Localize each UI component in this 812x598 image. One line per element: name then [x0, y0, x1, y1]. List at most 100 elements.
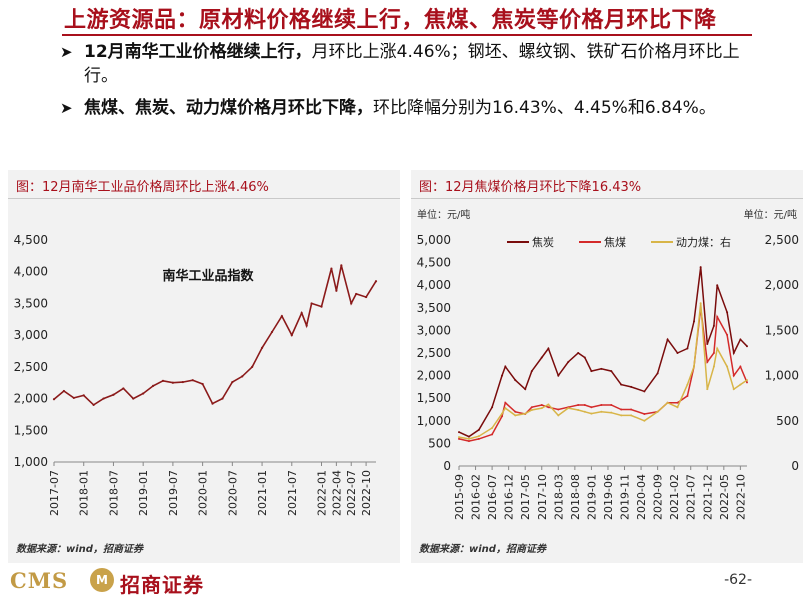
chart-2-data-point	[630, 385, 633, 388]
chart-2-data-point	[676, 352, 679, 354]
bullet-1-text: 月环比上涨4.46%；钢坯、螺纹钢、铁矿石价格月环比上行。	[84, 42, 740, 86]
chart-1-x-tick-label: 2017-07	[48, 470, 61, 516]
chart-1-title: 图：12月南华工业品价格周环比上涨4.46%	[16, 180, 269, 195]
chart-2-x-tick-label: 2020-09	[652, 474, 665, 520]
chart-1-data-point	[374, 280, 378, 283]
chart-2-data-point	[726, 311, 729, 314]
chart-2-data-point	[732, 374, 735, 377]
chart-2-right-tick-label: 1,000	[765, 369, 799, 383]
chart-2-left-tick-label: 1,000	[417, 414, 451, 428]
chart-2-data-point	[547, 403, 550, 406]
chart-1-x-tick-label: 2022-07	[345, 470, 358, 516]
chart-2-data-point	[620, 408, 623, 411]
chart-2-x-tick-label: 2019-11	[619, 474, 632, 520]
chart-2-series-line	[458, 307, 748, 442]
chart-1-x-tick-label: 2021-07	[286, 470, 299, 516]
chart-2-data-point	[712, 352, 715, 354]
bullet-item-1: ➤ 12月南华工业价格继续上行，月环比上涨4.46%；钢坯、螺纹钢、铁矿石价格月…	[60, 40, 760, 88]
chart-2-x-tick-label: 2015-09	[453, 474, 466, 520]
cms-logo: CMS M 招商证券	[10, 566, 230, 597]
chart-2-data-point	[610, 403, 613, 406]
chart-2-data-point	[577, 408, 580, 411]
chart-2-data-point	[458, 431, 460, 434]
chart-2-series-line	[458, 303, 748, 440]
bullet-list: ➤ 12月南华工业价格继续上行，月环比上涨4.46%；钢坯、螺纹钢、铁矿石价格月…	[60, 40, 760, 128]
chart-2-title: 图：12月焦煤价格月环比下降16.43%	[419, 180, 642, 195]
chart-2-data-point	[577, 352, 580, 354]
chart-2-data-point	[557, 414, 560, 417]
chart-2-left-unit: 单位：元/吨	[417, 208, 470, 221]
chart-2-data-point	[643, 413, 646, 416]
chart-2-left-tick-label: 0	[443, 459, 451, 473]
chart-1-x-tick-label: 2020-01	[197, 470, 210, 516]
bullet-2-lead: 焦煤、焦炭、动力煤价格月环比下降，	[84, 98, 373, 118]
chart-2-data-point	[732, 388, 735, 391]
chart-1-data-point	[201, 382, 204, 386]
chart-1-y-tick-label: 4,500	[14, 233, 48, 247]
chart-1-x-tick-label: 2022-04	[330, 470, 343, 516]
slide-header: 上游资源品：原材料价格继续上行，焦煤、焦炭等价格月环比下降	[0, 0, 812, 36]
chart-1-data-point	[260, 346, 264, 349]
bullet-1-lead: 12月南华工业价格继续上行，	[84, 42, 312, 62]
chart-2-data-point	[716, 315, 719, 318]
chart-1-data-point	[270, 330, 274, 334]
chart-2-data-point	[467, 437, 470, 440]
chart-2-data-point	[458, 436, 460, 439]
chart-2-x-tick-label: 2021-07	[685, 474, 698, 520]
chart-1-plot: 1,000 1,500 2,000 2,500 3,000 3,500 4,000 4,500…	[14, 233, 378, 516]
chart-1-data-point	[280, 315, 283, 318]
chart-2-left-tick-label: 4,000	[417, 278, 451, 292]
chart-1-annotation: 南华工业品指数	[162, 268, 254, 284]
chart-2-data-point	[706, 388, 709, 391]
chart-2-plot: 单位：元/吨 单位：元/吨 0 500 1,000 1,500 2,000 2,500 3,00…	[417, 208, 799, 520]
chart-1-y-tick-label: 3,500	[14, 296, 48, 310]
chart-2-x-tick-label: 2016-12	[503, 474, 516, 520]
chart-2-data-point	[600, 367, 603, 370]
chart-1-data-point	[52, 398, 56, 401]
chart-2-data-point	[577, 403, 580, 406]
chart-2-data-point	[676, 401, 679, 404]
chart-2-data-point	[610, 411, 613, 414]
chart-2-data-point	[716, 284, 719, 287]
chart-2-data-point	[477, 437, 480, 440]
chart-1-data-point	[290, 334, 293, 337]
chart-2-data-point	[699, 302, 702, 305]
chart-2-x-tick-label: 2019-01	[585, 474, 598, 520]
chart-2-left-tick-label: 4,500	[417, 256, 451, 270]
chart-2-data-point	[590, 370, 593, 373]
chart-2-data-point	[477, 428, 480, 431]
chart-2-series-line	[458, 267, 748, 438]
chart-2-left-tick-label: 1,500	[417, 391, 451, 405]
chart-2-data-point	[504, 407, 507, 410]
chart-2-x-tick-label: 2018-08	[569, 474, 582, 520]
chart-2-data-point	[547, 406, 550, 409]
chart-2-data-point	[514, 414, 517, 417]
chart-2-data-point	[501, 412, 504, 415]
chart-2-data-point	[514, 379, 517, 382]
chart-1-data-point	[241, 375, 244, 378]
bullet-item-2: ➤ 焦煤、焦炭、动力煤价格月环比下降，环比降幅分别为16.43%、4.45%和6…	[60, 96, 760, 120]
chart-2-data-point	[600, 403, 603, 406]
chart-2-data-point	[491, 406, 494, 409]
chart-2-data-point	[643, 419, 646, 422]
chart-2-left-tick-label: 2,000	[417, 369, 451, 383]
chart-1-data-point	[92, 403, 95, 407]
chart-2-data-point	[739, 338, 742, 341]
chart-2-data-point	[712, 365, 715, 368]
chart-1-data-point	[350, 302, 353, 305]
chart-2-data-point	[501, 374, 504, 377]
chart-2-title-rule	[411, 198, 803, 199]
chart-2-data-point	[583, 403, 586, 406]
chart-2-data-point	[458, 437, 460, 440]
chart-1-x-tick-label: 2022-10	[360, 470, 373, 516]
chart-2-data-point	[706, 342, 709, 345]
chart-1-data-point	[231, 380, 234, 384]
chart-2-data-point	[620, 414, 623, 417]
chart-2-source: 数据来源：wind，招商证券	[419, 544, 546, 555]
chart-2-data-point	[699, 266, 702, 269]
chart-2-data-point	[567, 361, 570, 364]
chart-2-data-point	[477, 435, 480, 438]
chart-2-legend-label: 焦煤	[604, 236, 626, 249]
chart-2-x-tick-label: 2018-03	[552, 474, 565, 520]
chart-2-right-tick-label: 1,500	[765, 323, 799, 337]
